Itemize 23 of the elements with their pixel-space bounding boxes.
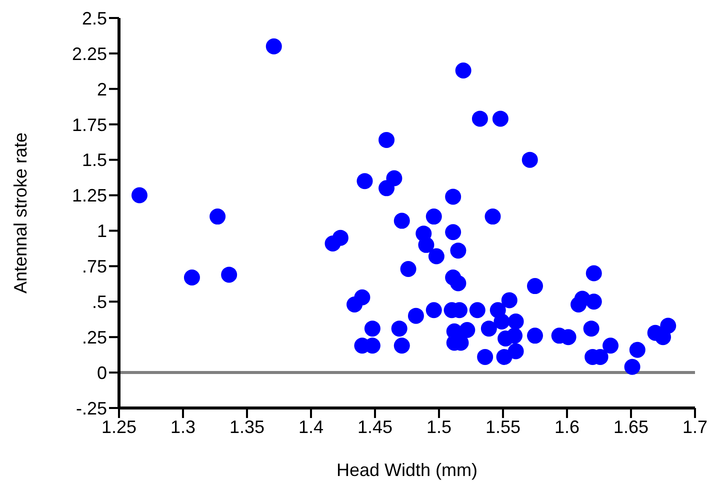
y-tick-label: 0 — [96, 362, 107, 383]
y-tick-label: 2 — [96, 79, 107, 100]
x-axis-title: Head Width (mm) — [336, 460, 478, 480]
y-axis-title: Antennal stroke rate — [10, 132, 30, 294]
y-tick-label: 1.5 — [82, 150, 107, 170]
x-tick-label: 1.45 — [357, 416, 393, 437]
x-tick-label: 1.6 — [554, 416, 580, 437]
x-tick-label: 1.3 — [170, 416, 196, 437]
y-tick-label: .5 — [92, 292, 107, 312]
x-tick-label: 1.55 — [485, 416, 521, 437]
y-tick-label: 1.25 — [72, 186, 107, 206]
y-tick-label: 1 — [96, 221, 107, 242]
x-tick-label: 1.4 — [298, 416, 324, 437]
y-tick-label: 2.25 — [72, 44, 107, 64]
x-tick-label: 1.5 — [426, 416, 452, 437]
y-tick-label: 1.75 — [72, 114, 107, 135]
y-tick-label: .25 — [82, 327, 107, 348]
x-tick-label: 1.7 — [682, 416, 708, 437]
y-tick-label: -.25 — [76, 398, 107, 418]
x-tick-label: 1.35 — [229, 416, 265, 437]
x-tick-label: 1.65 — [613, 416, 649, 437]
y-tick-label: 2.5 — [82, 8, 107, 28]
y-tick-label: .75 — [82, 256, 107, 277]
